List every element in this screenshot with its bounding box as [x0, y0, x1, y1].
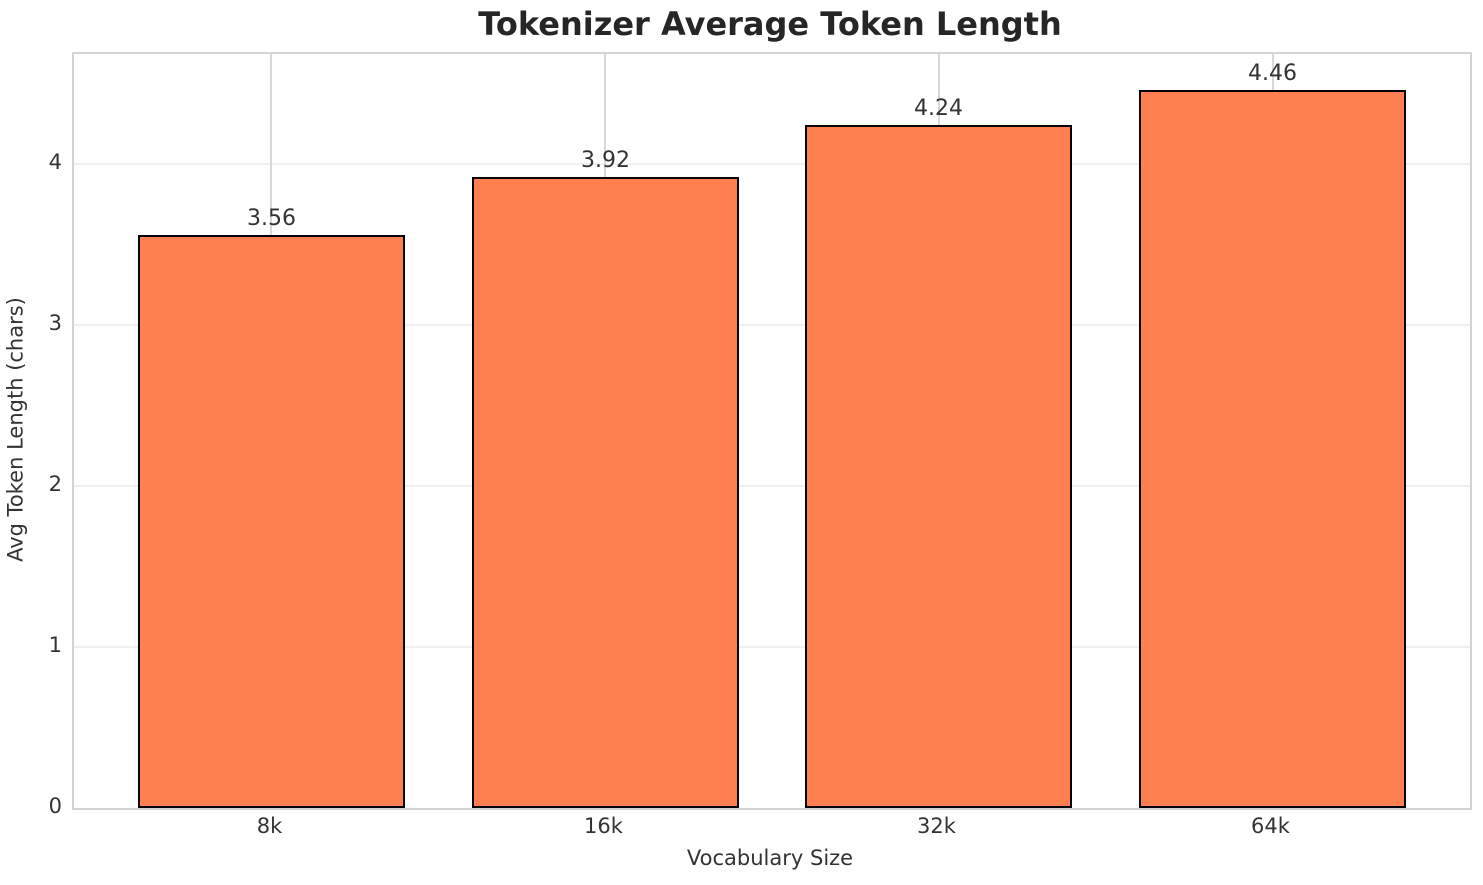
x-axis-label: Vocabulary Size	[686, 846, 854, 870]
x-tick-label: 32k	[917, 814, 956, 838]
chart-title: Tokenizer Average Token Length	[478, 5, 1062, 43]
y-gridline	[74, 645, 1470, 648]
y-tick-label: 2	[48, 471, 62, 496]
y-tick-label: 3	[48, 310, 62, 335]
plot-area: 3.56 3.92 4.24 4.46	[72, 52, 1472, 810]
x-tick-label: 8k	[256, 814, 283, 838]
bar-value-label: 4.24	[914, 96, 963, 121]
y-tick-label: 4	[48, 149, 62, 174]
bar-32k	[805, 125, 1072, 808]
y-gridline	[74, 323, 1470, 326]
y-gridline	[74, 162, 1470, 165]
bar-64k	[1139, 90, 1406, 808]
y-tick-label: 0	[48, 794, 62, 818]
bar-16k	[472, 177, 739, 808]
y-tick-label: 1	[48, 632, 62, 657]
y-gridline	[74, 484, 1470, 487]
bar-8k	[138, 235, 405, 808]
y-axis-label: Avg Token Length (chars)	[3, 297, 28, 562]
bar-value-label: 3.56	[247, 206, 296, 231]
bar-value-label: 4.46	[1248, 61, 1297, 86]
x-tick-label: 64k	[1251, 814, 1290, 838]
x-tick-label: 16k	[584, 814, 623, 838]
bar-value-label: 3.92	[581, 148, 630, 173]
